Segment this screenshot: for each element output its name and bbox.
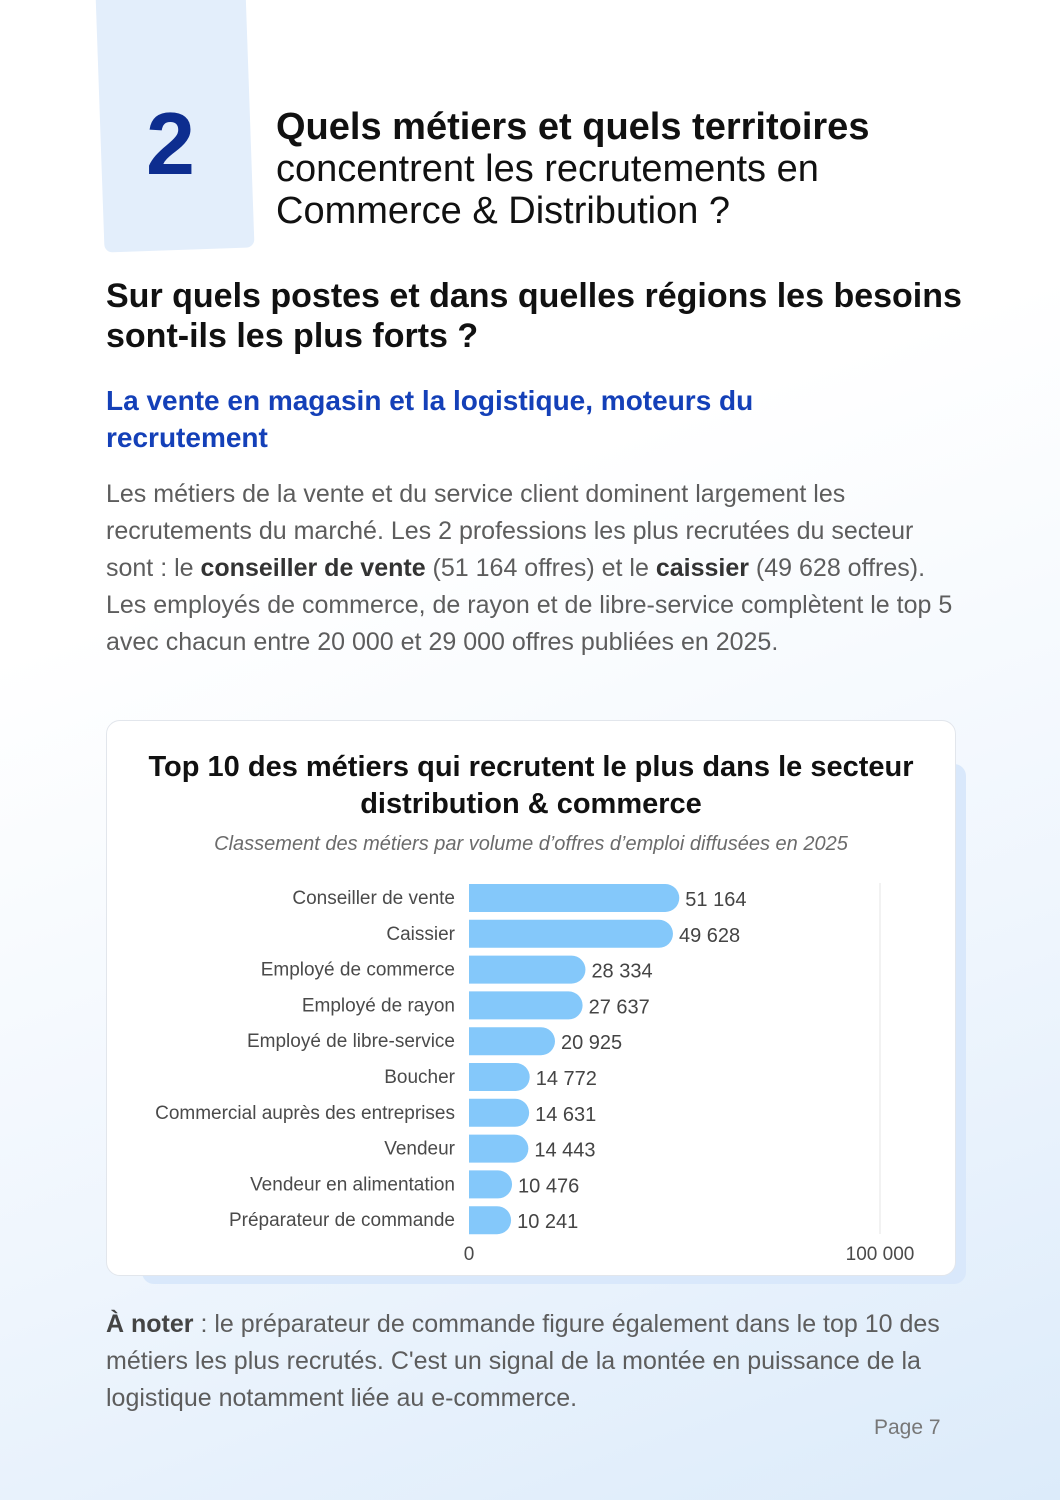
chart-bar — [469, 955, 586, 984]
category-label: Caissier — [386, 924, 455, 945]
chart-bar — [469, 991, 583, 1020]
value-label: 49 628 — [679, 925, 740, 947]
value-label: 14 631 — [535, 1104, 596, 1126]
chart-bar — [469, 1206, 512, 1235]
note-text: : le préparateur de commande figure égal… — [106, 1310, 940, 1412]
chart-title: Top 10 des métiers qui recrutent le plus… — [148, 751, 914, 820]
category-label: Vendeur en alimentation — [250, 1174, 455, 1195]
chart-bar — [469, 1134, 529, 1163]
category-label: Vendeur — [384, 1139, 455, 1160]
chart-bar — [469, 884, 680, 912]
intro-paragraph: Les métiers de la vente et du service cl… — [106, 476, 956, 661]
chart-subtitle: Classement des métiers par volume d’offr… — [214, 833, 848, 855]
paragraph-bold-1: conseiller de vente — [200, 554, 426, 582]
chart-bar — [469, 1027, 556, 1056]
value-label: 14 443 — [534, 1140, 595, 1162]
category-label: Commercial auprès des entreprises — [155, 1103, 455, 1124]
paragraph-text-2: (51 164 offres) et le — [425, 554, 656, 582]
paragraph-text-1: Les métiers de la vente et du service cl… — [106, 480, 914, 582]
subheading: La vente en magasin et la logistique, mo… — [106, 385, 754, 453]
section-number: 2 — [146, 94, 195, 193]
x-tick-label: 100 000 — [846, 1244, 915, 1265]
category-label: Conseiller de vente — [292, 888, 455, 909]
bar-chart: Conseiller de vente 51 164 Caissier 49 628 E… — [155, 883, 915, 1265]
category-label: Employé de commerce — [261, 960, 455, 981]
section-title-line3: Commerce & Distribution ? — [276, 190, 731, 232]
note-paragraph: À noter : le préparateur de commande fig… — [106, 1306, 956, 1417]
value-label: 28 334 — [591, 961, 652, 983]
page-number: Page 7 — [874, 1416, 941, 1439]
chart-bar — [469, 1098, 530, 1127]
value-label: 20 925 — [561, 1032, 622, 1054]
chart-bar — [469, 919, 673, 948]
section-title-line2: concentrent les recrutements en — [276, 148, 819, 190]
category-label: Employé de rayon — [302, 995, 455, 1016]
chart-bar — [469, 1170, 513, 1199]
paragraph-text-3: (49 628 offres). Les employés de commerc… — [106, 554, 953, 656]
value-label: 10 241 — [517, 1211, 578, 1233]
chart-bar — [469, 1063, 530, 1091]
value-label: 27 637 — [589, 996, 650, 1018]
category-label: Employé de libre-service — [247, 1031, 455, 1052]
section-title-bold: Quels métiers et quels territoires — [276, 106, 870, 148]
section-title: Quels métiers et quels territoires conce… — [276, 106, 869, 232]
category-label: Boucher — [384, 1067, 455, 1088]
paragraph-bold-2: caissier — [655, 554, 749, 582]
chart-card: Top 10 des métiers qui recrutent le plus… — [106, 720, 956, 1276]
value-label: 14 772 — [536, 1068, 597, 1090]
note-label: À noter — [106, 1310, 194, 1338]
category-label: Préparateur de commande — [229, 1210, 455, 1231]
value-label: 10 476 — [518, 1175, 579, 1197]
x-tick-label: 0 — [464, 1244, 475, 1265]
value-label: 51 164 — [685, 889, 746, 911]
main-heading: Sur quels postes et dans quelles régions… — [106, 277, 962, 355]
